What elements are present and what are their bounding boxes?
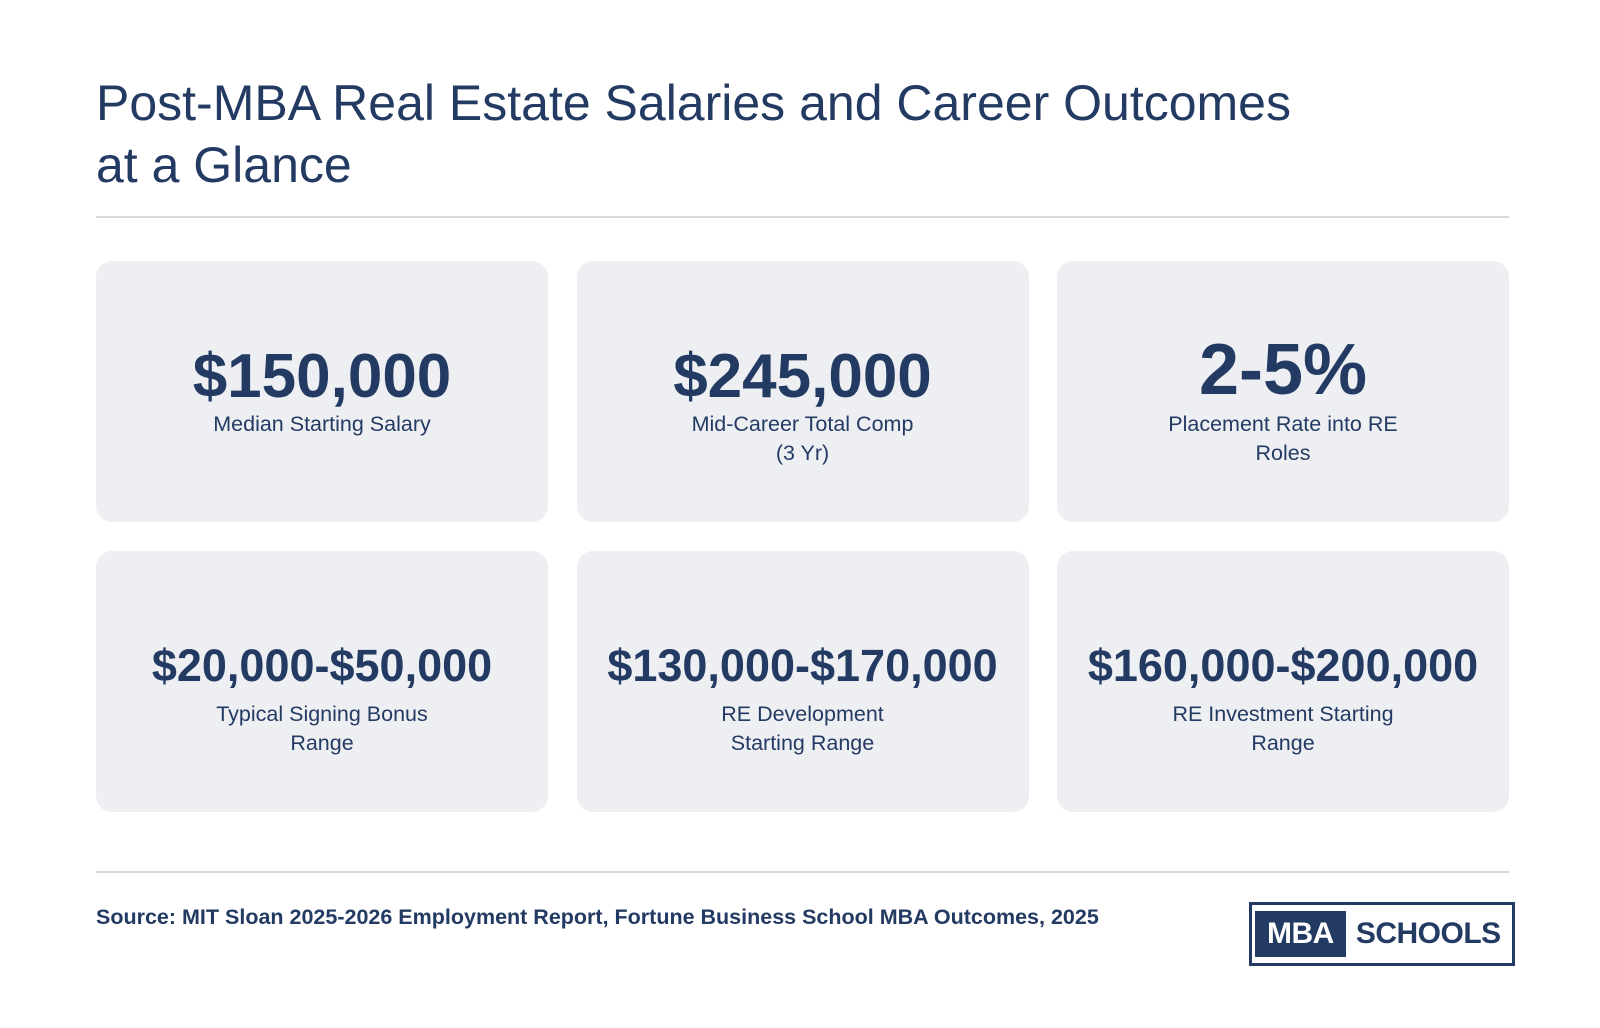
stat-label-line-2: Roles	[1255, 441, 1311, 465]
stat-label-line-2: Range	[1251, 731, 1315, 755]
stat-card-signing-bonus: $20,000-$50,000 Typical Signing Bonus Ra…	[96, 551, 548, 812]
stat-label: Typical Signing Bonus Range	[96, 700, 548, 758]
bottom-divider	[96, 871, 1509, 873]
stats-grid: $150,000 Median Starting Salary $245,000…	[96, 261, 1509, 812]
stat-value: $20,000-$50,000	[151, 640, 493, 691]
stat-label-line-2: Starting Range	[730, 731, 875, 755]
stat-value: $150,000	[192, 342, 452, 411]
stat-card-re-investment: $160,000-$200,000 RE Investment Starting…	[1057, 551, 1509, 812]
stat-label: RE Investment Starting Range	[1057, 700, 1509, 758]
page-title: Post-MBA Real Estate Salaries and Career…	[96, 72, 1396, 196]
source-citation: Source: MIT Sloan 2025-2026 Employment R…	[96, 905, 1099, 929]
stat-card-median-starting-salary: $150,000 Median Starting Salary	[96, 261, 548, 522]
top-divider	[96, 216, 1509, 218]
stat-label-line-1: Typical Signing Bonus	[216, 702, 428, 726]
stat-value: $245,000	[673, 342, 932, 411]
stat-value: $160,000-$200,000	[1087, 640, 1479, 691]
stat-card-re-development: $130,000-$170,000 RE Development Startin…	[576, 551, 1029, 812]
stat-label-line-2: Range	[290, 731, 354, 755]
mba-schools-logo: MBA SCHOOLS	[1249, 902, 1515, 966]
stat-label-line-2: (3 Yr)	[775, 441, 830, 465]
logo-schools-text: SCHOOLS	[1355, 917, 1501, 950]
stat-value: 2-5%	[1198, 330, 1368, 410]
stat-value: $130,000-$170,000	[607, 640, 998, 691]
stat-label: Median Starting Salary	[96, 410, 548, 439]
title-line-2: at a Glance	[96, 137, 352, 193]
stat-card-placement-rate: 2-5% Placement Rate into RE Roles	[1057, 261, 1509, 522]
stat-card-mid-career-comp: $245,000 Mid-Career Total Comp (3 Yr)	[576, 261, 1029, 522]
stat-label-line-1: Placement Rate into RE	[1168, 412, 1398, 436]
stat-label-line-1: RE Investment Starting	[1172, 702, 1394, 726]
stat-label: RE Development Starting Range	[577, 700, 1029, 758]
stat-label: Mid-Career Total Comp (3 Yr)	[577, 410, 1029, 468]
stat-label-line-1: Mid-Career Total Comp	[691, 412, 914, 436]
stat-label: Placement Rate into RE Roles	[1057, 410, 1509, 468]
stat-label-line-1: Median Starting Salary	[213, 412, 431, 436]
logo-mba-block: MBA	[1255, 911, 1346, 957]
title-line-1: Post-MBA Real Estate Salaries and Career…	[96, 75, 1291, 131]
stat-label-line-1: RE Development	[721, 702, 884, 726]
